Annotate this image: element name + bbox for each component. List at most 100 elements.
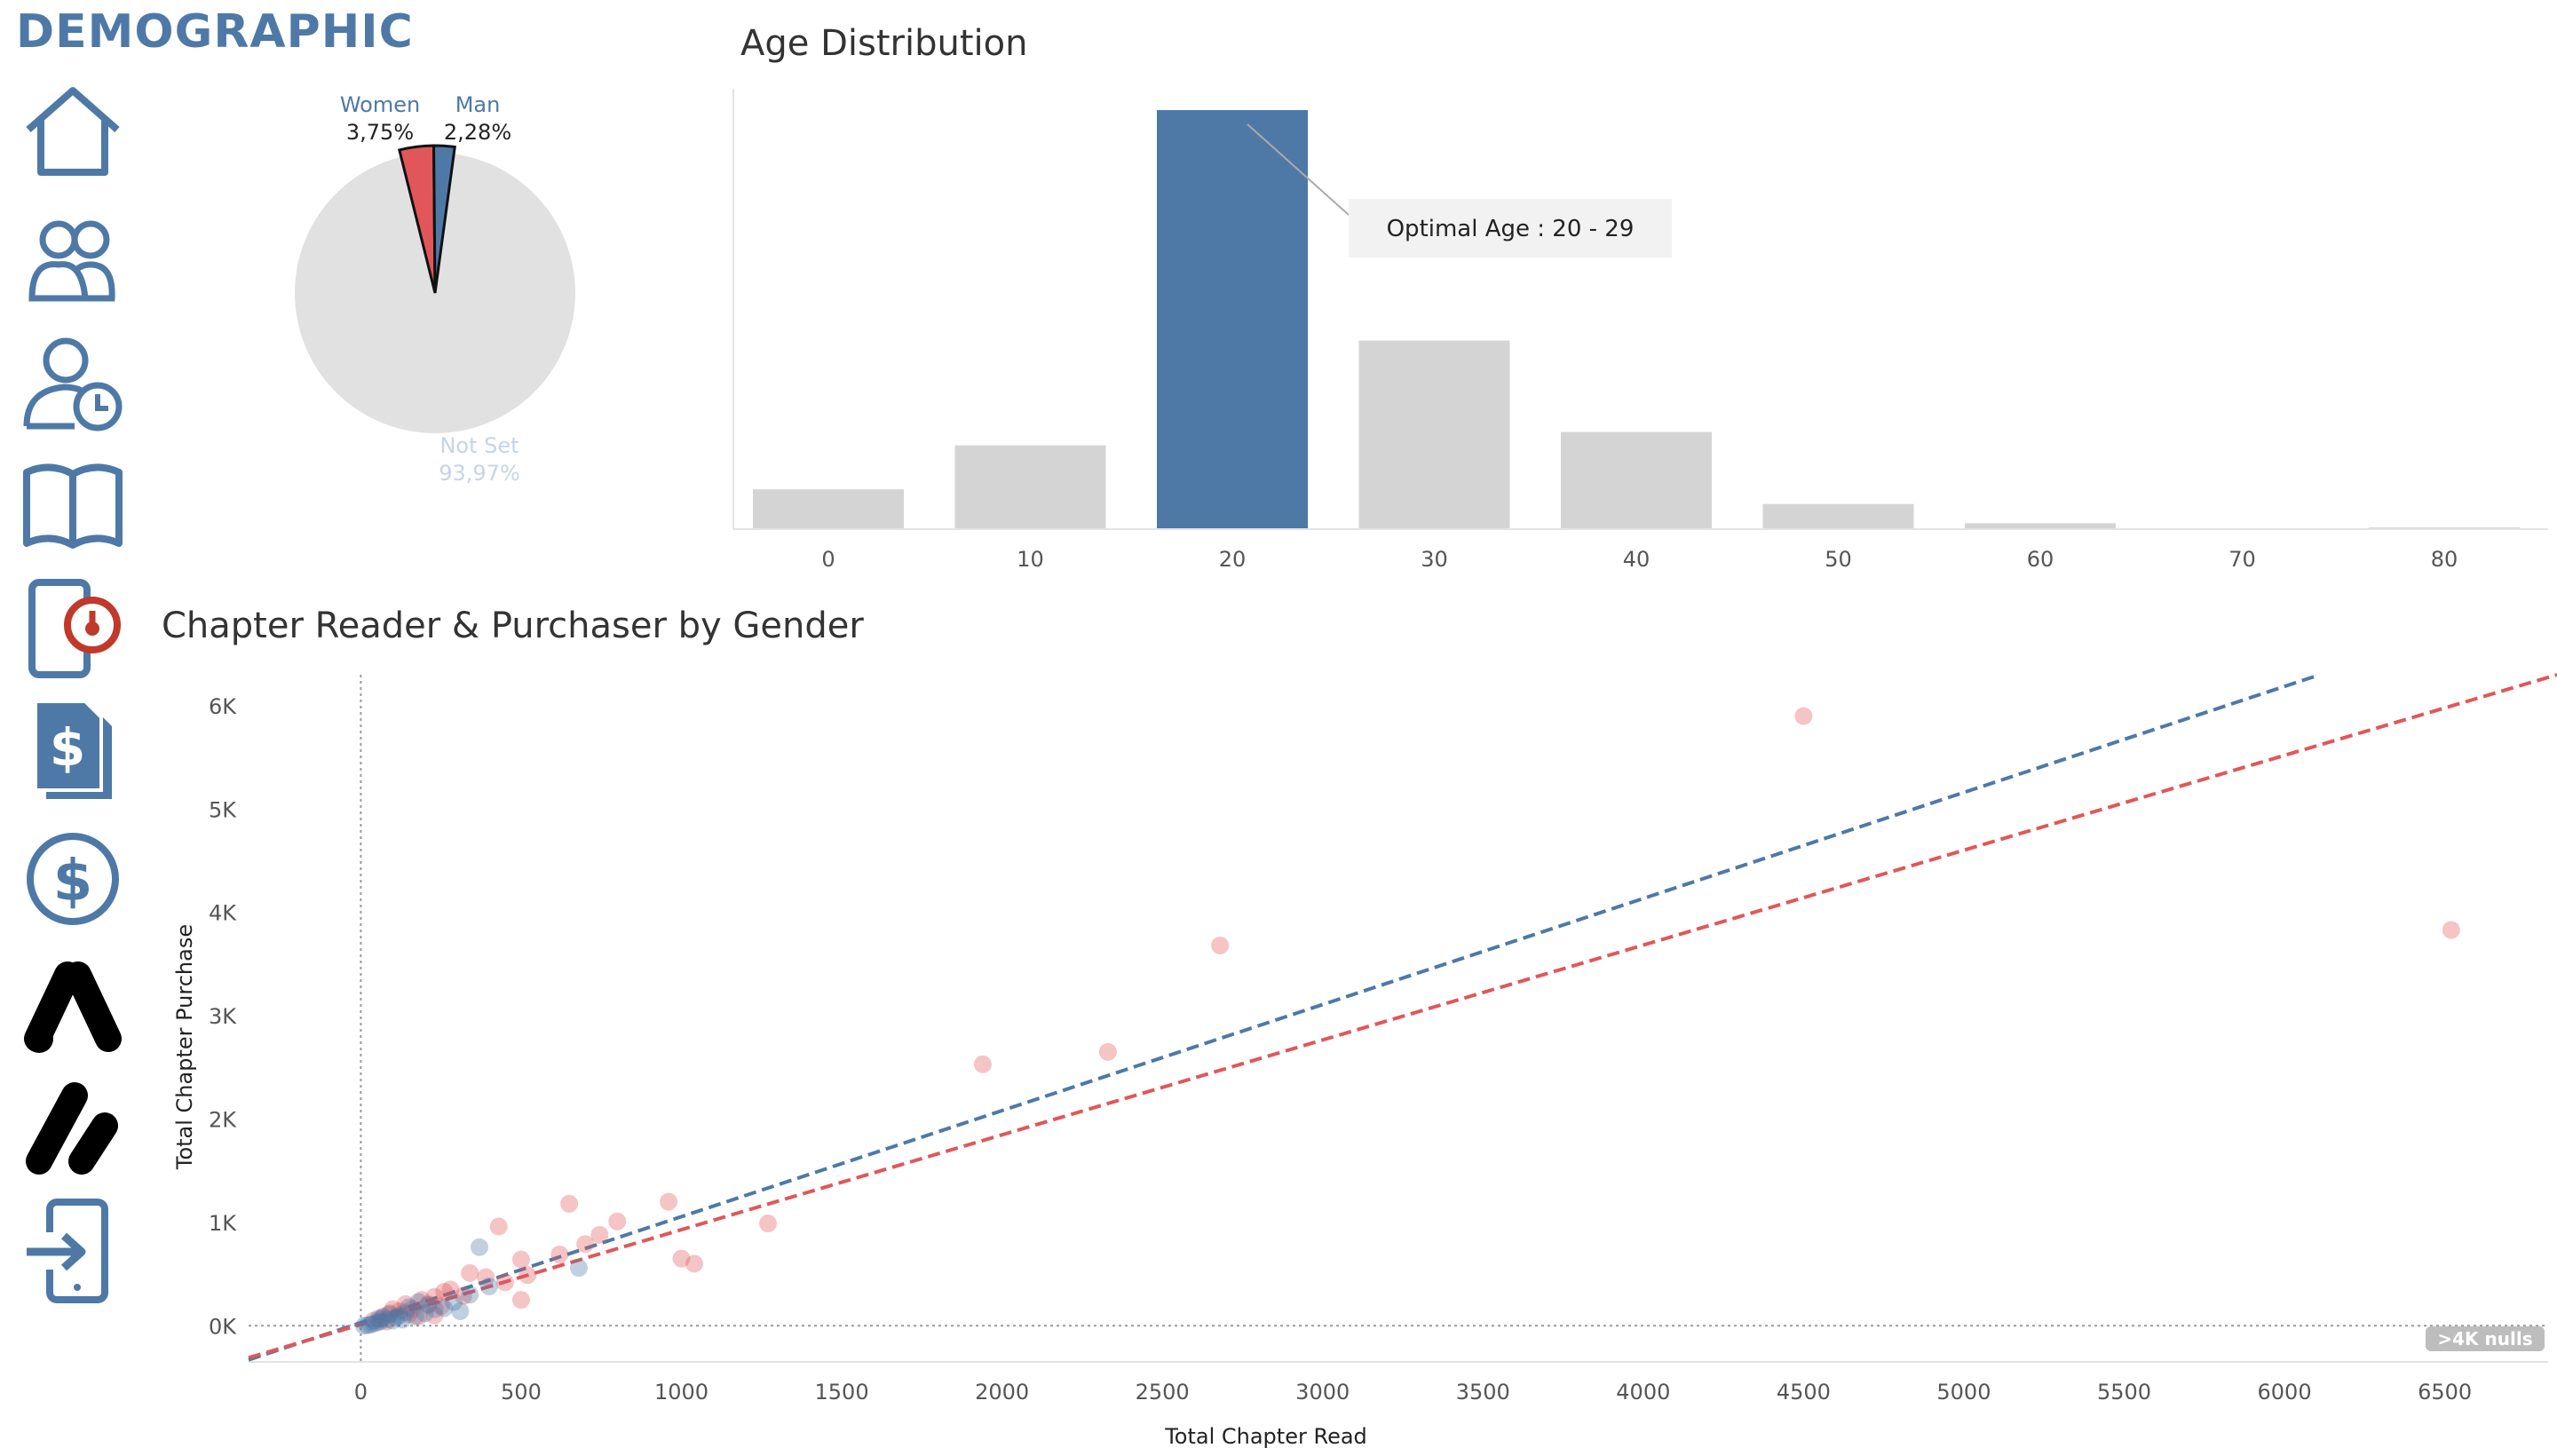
scatter-point-women[interactable] [441,1280,460,1299]
scatter-point-women[interactable] [519,1266,537,1285]
nulls-badge[interactable]: >4K nulls [2426,1326,2545,1351]
scatter-y-tick-label: 6K [209,694,237,719]
scatter-point-man[interactable] [384,1311,402,1330]
scatter-point-man[interactable] [377,1310,396,1329]
scatter-point-women[interactable] [576,1235,595,1254]
scatter-point-women[interactable] [377,1312,396,1331]
scatter-point-women[interactable] [374,1307,392,1325]
age-bar-10[interactable] [954,445,1106,529]
google-ads-icon[interactable] [20,950,126,1056]
scatter-point-man[interactable] [435,1299,454,1318]
scatter-point-man[interactable] [387,1308,406,1326]
scatter-point-women[interactable] [973,1055,992,1073]
age-bar-60[interactable] [1965,523,2116,529]
scatter-point-man[interactable] [400,1298,418,1317]
scatter-point-women[interactable] [495,1273,514,1292]
scatter-point-women[interactable] [425,1306,444,1325]
dollar-document-icon[interactable]: $ [20,698,126,804]
scatter-point-women[interactable] [396,1294,415,1313]
scatter-point-man[interactable] [419,1295,438,1314]
age-bar-50[interactable] [1762,503,1914,529]
scatter-point-man[interactable] [380,1305,399,1324]
scatter-point-man[interactable] [471,1238,488,1256]
pie-slice-man[interactable] [432,144,456,294]
scatter-point-women[interactable] [660,1192,678,1211]
scatter-point-women[interactable] [685,1254,703,1273]
age-tick-label: 30 [1421,547,1448,572]
age-bar-20[interactable] [1157,110,1308,529]
scatter-point-man[interactable] [364,1314,383,1333]
scatter-point-women[interactable] [1098,1042,1117,1061]
scatter-point-man[interactable] [479,1278,498,1296]
mobile-login-icon[interactable] [20,1197,126,1303]
tablet-alarm-icon[interactable] [20,575,126,682]
scatter-point-women[interactable] [489,1217,508,1236]
scatter-point-women[interactable] [511,1291,530,1310]
scatter-point-man[interactable] [445,1293,463,1311]
scatter-point-women[interactable] [590,1225,609,1244]
scatter-point-women[interactable] [477,1268,495,1286]
scatter-point-man[interactable] [569,1259,588,1278]
dollar-circle-icon[interactable]: $ [20,826,126,932]
ads-logo-icon[interactable] [20,1072,126,1179]
scatter-point-women[interactable] [364,1311,383,1330]
scatter-point-man[interactable] [390,1306,408,1325]
scatter-point-man[interactable] [406,1307,424,1325]
scatter-point-women[interactable] [759,1215,777,1233]
scatter-point-women[interactable] [1211,936,1230,954]
scatter-point-women[interactable] [435,1282,454,1301]
scatter-point-women[interactable] [454,1286,472,1305]
scatter-point-man[interactable] [409,1293,428,1311]
scatter-point-man[interactable] [355,1317,373,1335]
scatter-point-women[interactable] [384,1300,402,1318]
scatter-point-women[interactable] [371,1310,390,1329]
scatter-point-man[interactable] [368,1313,386,1332]
home-icon[interactable] [20,78,126,185]
scatter-point-women[interactable] [550,1245,569,1263]
dollar-glyph: $ [50,717,85,778]
scatter-point-women[interactable] [608,1212,627,1230]
scatter-point-man[interactable] [371,1312,390,1331]
scatter-point-women[interactable] [2442,921,2460,939]
scatter-point-man[interactable] [369,1310,388,1328]
scatter-point-women[interactable] [511,1250,530,1269]
scatter-point-women[interactable] [425,1287,444,1306]
users-icon[interactable] [20,202,126,309]
scatter-point-women[interactable] [461,1263,479,1282]
scatter-point-women[interactable] [400,1305,418,1324]
scatter-point-man[interactable] [393,1310,412,1329]
scatter-point-women[interactable] [672,1249,691,1268]
age-bar-0[interactable] [753,489,904,529]
scatter-point-man[interactable] [361,1316,380,1334]
scatter-point-man[interactable] [396,1303,415,1322]
scatter-point-man[interactable] [358,1316,376,1334]
scatter-point-women[interactable] [380,1304,399,1323]
scatter-x-tick-label: 0 [354,1380,368,1405]
scatter-point-women[interactable] [560,1194,579,1213]
scatter-x-tick-label: 6500 [2418,1380,2472,1405]
scatter-point-women[interactable] [419,1294,438,1313]
scatter-point-women[interactable] [409,1307,428,1325]
age-bar-30[interactable] [1358,340,1510,529]
scatter-point-women[interactable] [1794,707,1813,725]
scatter-point-man[interactable] [425,1300,444,1318]
scatter-point-man[interactable] [416,1304,434,1323]
scatter-point-women[interactable] [390,1302,408,1320]
age-tick-label: 0 [821,547,835,572]
open-book-icon[interactable] [20,451,126,558]
scatter-point-man[interactable] [451,1302,470,1320]
age-tick-label: 50 [1825,547,1852,572]
scatter-point-women[interactable] [431,1297,450,1316]
age-tick-label: 40 [1623,547,1651,572]
scatter-x-axis-label: Total Chapter Read [1164,1424,1367,1449]
pie-slice-not-set[interactable] [295,154,575,434]
user-clock-icon[interactable] [20,328,126,435]
age-bar-40[interactable] [1561,431,1712,529]
pie-label-man: Man [455,92,501,117]
scatter-x-tick-label: 3000 [1295,1380,1350,1405]
scatter-point-women[interactable] [413,1291,431,1310]
age-tick-label: 20 [1219,547,1247,572]
scatter-point-man[interactable] [374,1308,392,1326]
scatter-point-women[interactable] [403,1300,422,1318]
scatter-point-man[interactable] [461,1286,479,1304]
